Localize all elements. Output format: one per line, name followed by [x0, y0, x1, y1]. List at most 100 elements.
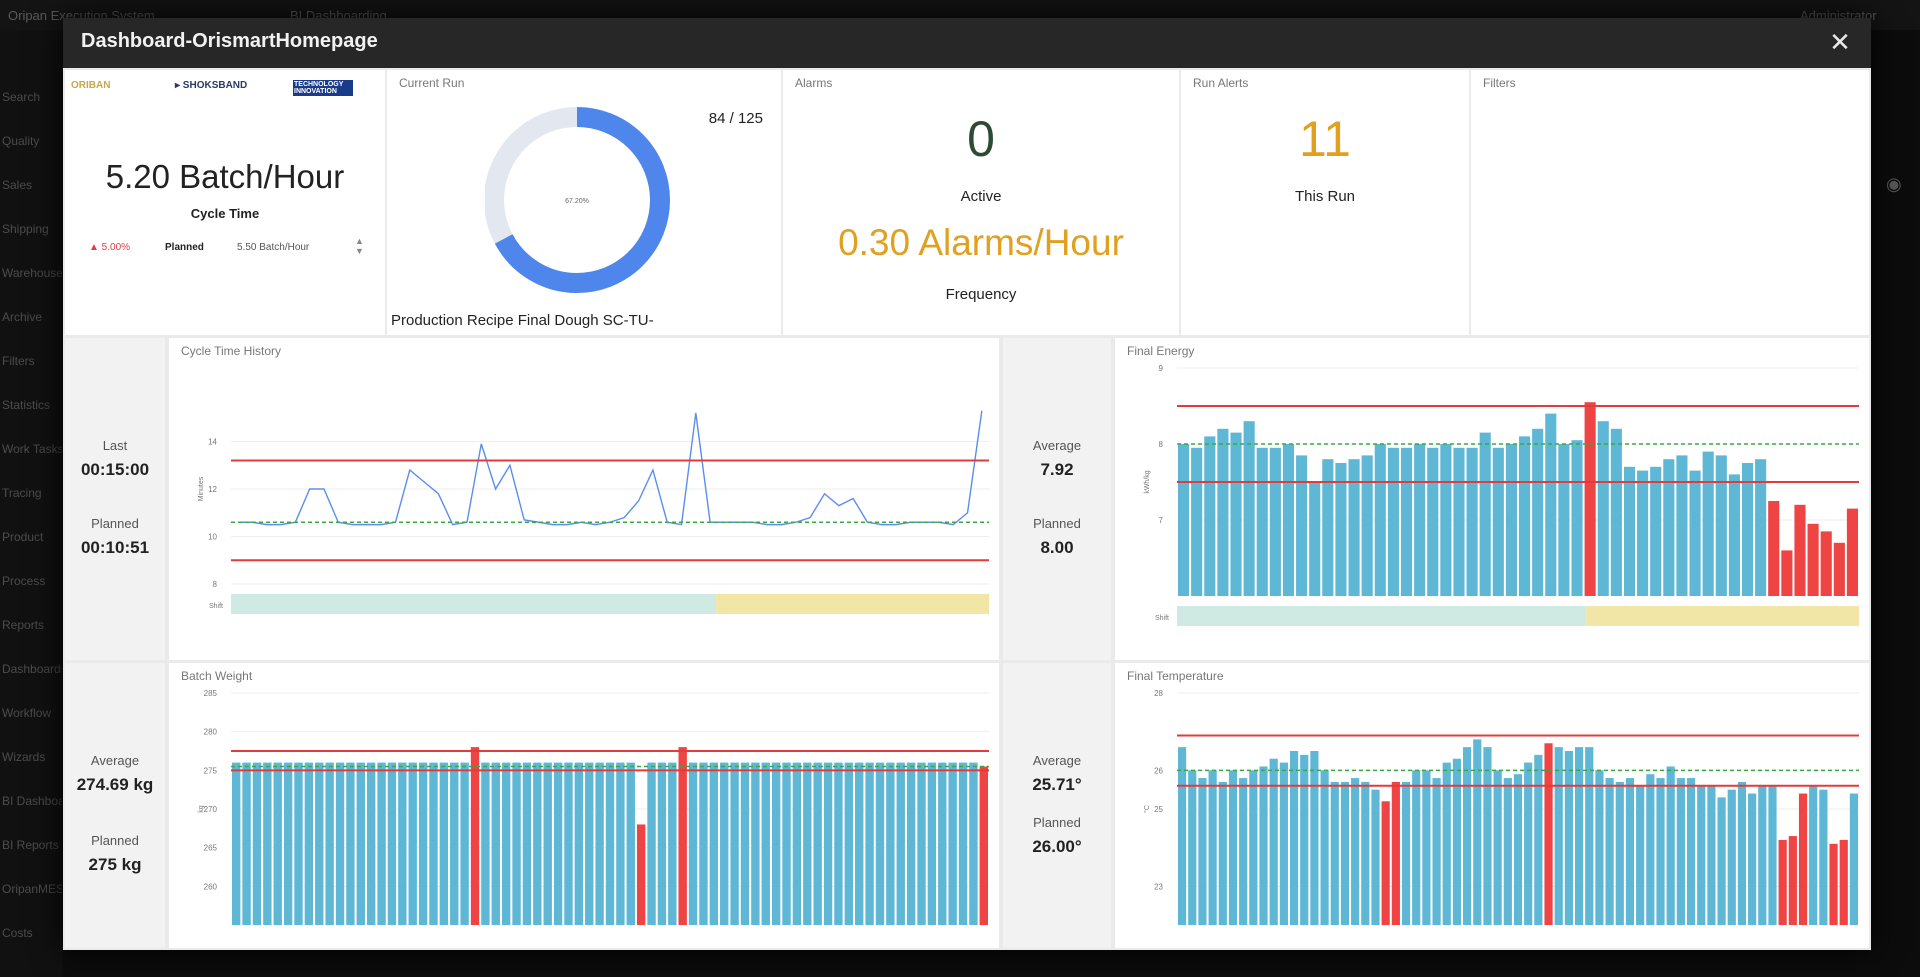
alarm-bar [1794, 504, 1806, 596]
bar [969, 762, 978, 925]
bar [1650, 466, 1662, 596]
sidebar-item[interactable]: Work Tasks [2, 442, 62, 456]
batch-weight-chart: 260 265 270 275 280 285 kg [198, 689, 989, 925]
alarms-frequency-label: Frequency [945, 286, 1017, 303]
sidebar-item[interactable]: Shipping [2, 222, 49, 236]
alarm-bar [1846, 508, 1858, 596]
bar [1503, 778, 1512, 925]
bar [720, 762, 729, 925]
sidebar-item[interactable]: Process [2, 574, 46, 588]
bar [1605, 778, 1614, 925]
sidebar-item[interactable]: Costs [2, 926, 33, 940]
bar [1400, 447, 1413, 596]
sidebar-item[interactable]: Dashboards [2, 662, 62, 676]
bar [1554, 747, 1563, 925]
bar [1279, 762, 1288, 925]
alarm-bar [636, 824, 646, 925]
bar [574, 762, 584, 925]
bar [616, 762, 625, 925]
bar [1646, 774, 1655, 925]
bar [1819, 789, 1828, 925]
bar [1505, 444, 1517, 596]
bar [585, 762, 594, 925]
alarms-active-value: 0 [967, 111, 995, 167]
sidebar-item[interactable]: Sales [2, 178, 33, 192]
bar [1204, 436, 1216, 596]
bar [294, 762, 303, 925]
eye-icon[interactable]: ◉ [1886, 174, 1902, 194]
bar [1623, 466, 1636, 596]
bar [1571, 440, 1583, 596]
bar [1198, 778, 1207, 925]
cycle-chart-title: Cycle Time History [181, 344, 282, 358]
bar [1758, 785, 1767, 925]
bar [647, 762, 656, 925]
y-tick-label: 10 [208, 533, 217, 542]
alarm-bar [470, 747, 480, 925]
series-line [238, 410, 983, 526]
sidebar-item[interactable]: BI Reports [2, 838, 59, 852]
temp-planned-label: Planned [1033, 815, 1081, 830]
sidebar-item[interactable]: Product [2, 530, 44, 544]
bar [896, 762, 905, 925]
bar [1564, 751, 1573, 925]
y-tick-label: 265 [204, 844, 218, 853]
bar [1374, 444, 1386, 596]
y-axis-label: kg [198, 805, 205, 813]
sidebar-item[interactable]: Tracing [2, 486, 42, 500]
bar [1208, 770, 1217, 925]
logo-oriban: ORIBAN [71, 80, 111, 91]
bar [782, 762, 791, 925]
cycle-delta: ▲ 5.00% [89, 242, 131, 253]
y-tick-label: 7 [1159, 516, 1164, 525]
bar [917, 762, 926, 925]
weight-stats: Average 274.69 kg Planned 275 kg [65, 663, 165, 948]
sidebar-item[interactable]: Filters [2, 354, 35, 368]
shift-band-1 [1177, 606, 1587, 626]
y-tick-label: 285 [204, 689, 218, 698]
bar [1597, 421, 1609, 596]
sidebar-item[interactable]: Statistics [2, 398, 51, 412]
sidebar-item[interactable]: BI Dashboard [2, 794, 62, 808]
bar [1466, 447, 1478, 596]
y-tick-label: 12 [208, 485, 217, 494]
bar [865, 762, 874, 925]
cycle-time-history-panel: Cycle Time History 8 10 12 14 Minutes Shift [169, 338, 999, 660]
sidebar-item[interactable]: OripanMES [2, 882, 62, 896]
bar [1615, 781, 1624, 925]
bar [1656, 778, 1665, 925]
sidebar-item[interactable]: Search [2, 90, 41, 104]
temp-chart-title: Final Temperature [1127, 669, 1224, 683]
alarm-bar [1781, 550, 1793, 596]
close-icon[interactable]: ✕ [1829, 27, 1851, 57]
final-temperature-panel: Final Temperature 23 25 26 28 °C [1115, 663, 1869, 948]
bar [834, 762, 843, 925]
bar [1217, 428, 1229, 596]
sidebar-item[interactable]: Wizards [2, 750, 46, 764]
filters-panel[interactable]: Filters [1471, 70, 1869, 335]
temp-stats: Average 25.71° Planned 26.00° [1003, 663, 1111, 948]
sidebar-item[interactable]: Warehouse [2, 266, 62, 280]
shift-band-2 [1586, 606, 1859, 626]
bar [938, 762, 947, 925]
bar [844, 762, 854, 925]
sidebar-item[interactable]: Quality [2, 134, 40, 148]
sidebar-item[interactable]: Archive [2, 310, 43, 324]
sort-arrows-icon[interactable]: ▲ ▼ [355, 236, 364, 256]
bar [1249, 770, 1258, 925]
alarm-bar [1391, 781, 1400, 925]
bar [855, 762, 864, 925]
sidebar-item[interactable]: Workflow [2, 706, 52, 720]
bar [1479, 432, 1491, 596]
batch-weight-panel: Batch Weight 260 265 270 275 280 285 kg [169, 663, 999, 948]
bar [1427, 447, 1439, 596]
shift-band-2 [716, 594, 989, 614]
y-tick-label: 260 [204, 882, 218, 891]
weight-planned-value: 275 kg [88, 855, 142, 874]
bar [1322, 459, 1334, 596]
bar [688, 762, 698, 925]
bar [1188, 770, 1197, 925]
bar [1727, 789, 1736, 925]
sidebar-item[interactable]: Reports [2, 618, 45, 632]
bar [1532, 428, 1544, 596]
